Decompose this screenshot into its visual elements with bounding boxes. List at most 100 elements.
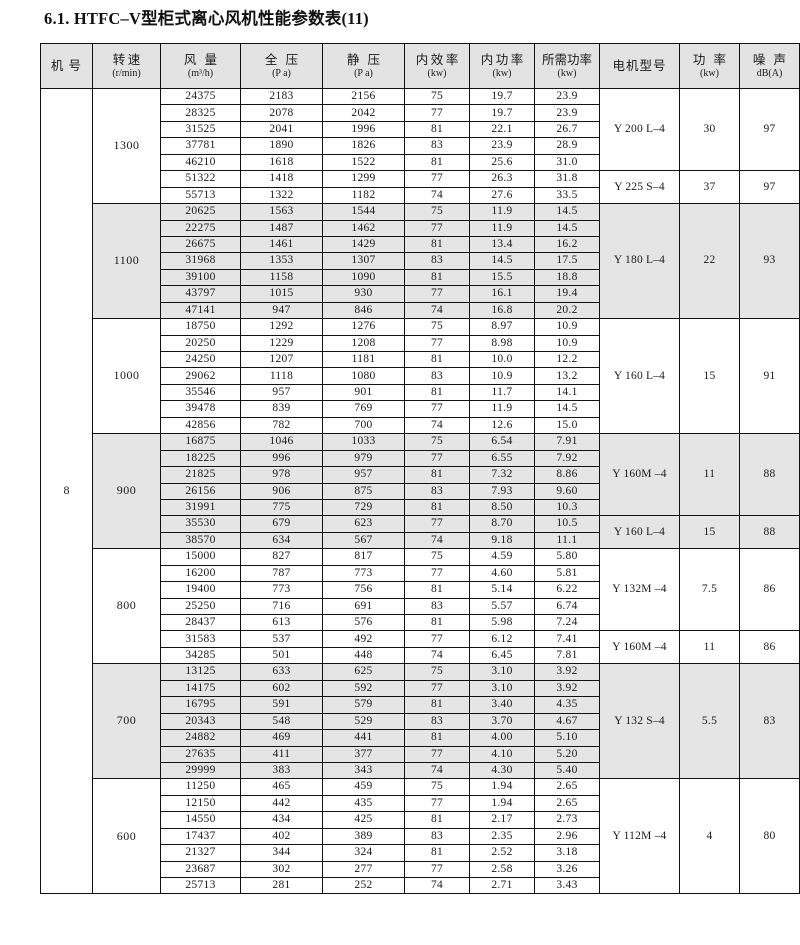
- header-label: 内功率: [480, 52, 526, 67]
- cell-inner-efficiency: 77: [404, 630, 470, 648]
- table-row: 37781 1890 1826 83 23.9 28.9: [41, 137, 800, 155]
- cell-static-pressure: 277: [322, 860, 405, 879]
- cell-total-pressure: 634: [240, 531, 323, 550]
- table-row: 35546 957 901 81 11.7 14.1: [41, 383, 800, 402]
- header-label: 所需功率: [541, 52, 592, 67]
- cell-required-power: 5.10: [534, 729, 600, 747]
- cell-noise: 93: [739, 203, 800, 320]
- cell-total-pressure: 1890: [240, 137, 323, 155]
- cell-inner-power: 4.30: [469, 761, 535, 780]
- cell-required-power: 2.96: [534, 827, 600, 846]
- cell-inner-efficiency: 83: [404, 712, 470, 731]
- cell-inner-power: 11.7: [469, 383, 535, 402]
- cell-inner-power: 1.94: [469, 794, 535, 813]
- cell-inner-efficiency: 83: [404, 137, 470, 155]
- cell-motor-power: 30: [679, 87, 740, 172]
- cell-inner-efficiency: 77: [404, 745, 470, 763]
- cell-required-power: 2.65: [534, 794, 600, 813]
- table-row: 31968 1353 1307 83 14.5 17.5: [41, 252, 800, 270]
- cell-motor-model: Y 225 S–4: [599, 170, 680, 205]
- cell-required-power: 31.8: [534, 170, 600, 188]
- cell-motor-model: Y 160M –4: [599, 630, 680, 665]
- cell-noise: 86: [739, 548, 800, 632]
- header-label: 静 压: [346, 52, 383, 67]
- cell-static-pressure: 769: [322, 400, 405, 418]
- cell-required-power: 10.3: [534, 498, 600, 517]
- table-row: 14175 602 592 77 3.10 3.92: [41, 679, 800, 698]
- header-row: 机 号转速 (r/min) 风 量 (m³/h) 全 压 (P a) 静 压 (P a) 内效率…: [40, 43, 800, 89]
- cell-motor-power: 15: [679, 318, 740, 435]
- cell-inner-efficiency: 75: [404, 778, 470, 796]
- cell-total-pressure: 2183: [240, 87, 323, 106]
- cell-inner-efficiency: 81: [404, 235, 470, 254]
- header-inner-efficiency: 内效率 (kw): [404, 43, 470, 89]
- cell-required-power: 3.26: [534, 860, 600, 879]
- cell-inner-efficiency: 83: [404, 827, 470, 846]
- header-label: 功 率: [692, 52, 729, 67]
- cell-air-flow: 27635: [160, 745, 241, 763]
- cell-inner-efficiency: 74: [404, 301, 470, 320]
- header-label: 内效率: [415, 52, 461, 67]
- cell-static-pressure: 930: [322, 285, 405, 303]
- cell-air-flow: 23687: [160, 860, 241, 879]
- cell-total-pressure: 775: [240, 498, 323, 517]
- table-row: 21825 978 957 81 7.32 8.86: [41, 466, 800, 484]
- cell-air-flow: 31583: [160, 630, 241, 648]
- cell-total-pressure: 591: [240, 696, 323, 714]
- cell-inner-power: 12.6: [469, 416, 535, 435]
- cell-inner-power: 7.93: [469, 482, 535, 500]
- cell-air-flow: 24375: [160, 87, 241, 106]
- speed-cell: 800: [92, 548, 161, 665]
- cell-total-pressure: 716: [240, 597, 323, 616]
- cell-inner-efficiency: 81: [404, 466, 470, 484]
- cell-required-power: 20.2: [534, 301, 600, 320]
- cell-air-flow: 16795: [160, 696, 241, 714]
- cell-required-power: 33.5: [534, 186, 600, 205]
- cell-inner-power: 16.1: [469, 285, 535, 303]
- cell-inner-efficiency: 77: [404, 860, 470, 879]
- cell-total-pressure: 1229: [240, 334, 323, 353]
- cell-inner-power: 11.9: [469, 219, 535, 237]
- table-row: 1100 20625 1563 1544 75 11.9 14.5 Y 180 L–4 22 93…: [41, 203, 800, 320]
- table-row: 21327 344 324 81 2.52 3.18: [41, 844, 800, 862]
- cell-inner-power: 3.10: [469, 663, 535, 681]
- cell-static-pressure: 441: [322, 729, 405, 747]
- cell-total-pressure: 633: [240, 663, 323, 681]
- header-label: 全 压: [264, 52, 301, 67]
- cell-total-pressure: 839: [240, 400, 323, 418]
- cell-total-pressure: 782: [240, 416, 323, 435]
- cell-static-pressure: 1080: [322, 367, 405, 385]
- cell-inner-power: 2.52: [469, 844, 535, 862]
- cell-inner-power: 10.9: [469, 367, 535, 385]
- cell-inner-efficiency: 74: [404, 646, 470, 665]
- cell-inner-efficiency: 81: [404, 613, 470, 632]
- cell-total-pressure: 978: [240, 466, 323, 484]
- cell-total-pressure: 383: [240, 761, 323, 780]
- cell-static-pressure: 1276: [322, 318, 405, 336]
- cell-inner-power: 6.45: [469, 646, 535, 665]
- cell-inner-efficiency: 83: [404, 597, 470, 616]
- cell-air-flow: 20625: [160, 203, 241, 221]
- cell-static-pressure: 625: [322, 663, 405, 681]
- cell-required-power: 23.9: [534, 87, 600, 106]
- cell-motor-model: Y 160M –4: [599, 433, 680, 517]
- cell-static-pressure: 729: [322, 498, 405, 517]
- cell-required-power: 10.9: [534, 334, 600, 353]
- table-row: 39478 839 769 77 11.9 14.5: [41, 400, 800, 418]
- cell-static-pressure: 1544: [322, 203, 405, 221]
- cell-required-power: 7.81: [534, 646, 600, 665]
- cell-air-flow: 19400: [160, 581, 241, 599]
- cell-inner-efficiency: 77: [404, 679, 470, 698]
- cell-inner-efficiency: 77: [404, 400, 470, 418]
- cell-static-pressure: 1826: [322, 137, 405, 155]
- cell-air-flow: 13125: [160, 663, 241, 681]
- cell-required-power: 7.24: [534, 613, 600, 632]
- cell-static-pressure: 1181: [322, 350, 405, 369]
- cell-inner-power: 8.50: [469, 498, 535, 517]
- cell-inner-efficiency: 75: [404, 203, 470, 221]
- cell-air-flow: 25250: [160, 597, 241, 616]
- cell-static-pressure: 623: [322, 515, 405, 533]
